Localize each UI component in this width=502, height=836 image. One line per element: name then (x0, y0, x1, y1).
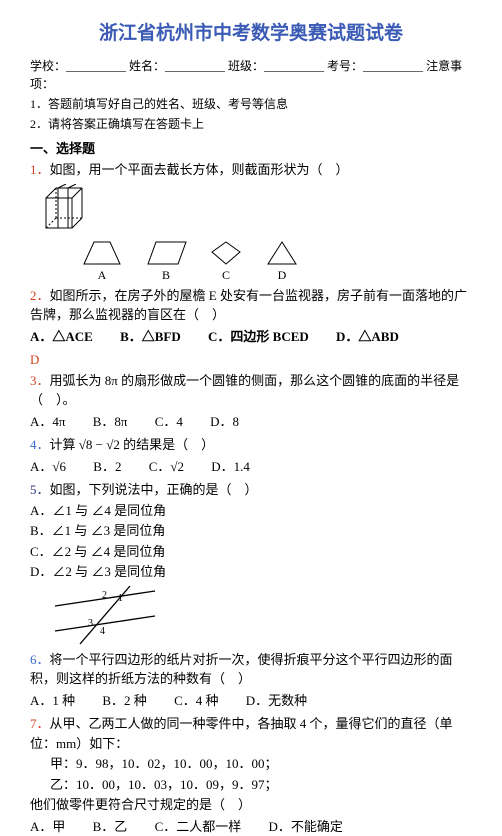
info-row: 学校：__________ 姓名：__________ 班级：_________… (30, 57, 472, 93)
q4-text: 计算 √8 − √2 的结果是（ ） (50, 437, 215, 452)
q5-text: 如图，下列说法中，正确的是（ ） (50, 482, 258, 497)
svg-text:3: 3 (88, 618, 93, 629)
q5-d: D．∠2 与 ∠3 是同位角 (30, 562, 472, 582)
q3: 3．用弧长为 8π 的扇形做成一个圆锥的侧面，那么这个圆锥的底面的半径是（ ）。 (30, 371, 472, 410)
q3-opts: A．4π B．8π C．4 D．8 (30, 412, 472, 432)
q6: 6．将一个平行四边形的纸片对折一次，使得折痕平分这个平行四边形的面积，则这样的折… (30, 650, 472, 689)
q5-num: 5． (30, 482, 50, 497)
q4-d: D．1.4 (211, 457, 250, 477)
q3-d: D．8 (210, 412, 239, 432)
q2-b: B．△BFD (120, 327, 181, 347)
q1-shapes: A B C D (80, 238, 472, 284)
q6-text: 将一个平行四边形的纸片对折一次，使得折痕平分这个平行四边形的面积，则这样的折纸方… (30, 652, 453, 687)
q7-text: 从甲、乙两工人做的同一种零件中，各抽取 4 个，量得它们的直径（单位：mm）如下… (30, 716, 453, 751)
q6-opts: A．1 种 B．2 种 C．4 种 D．无数种 (30, 691, 472, 711)
svg-text:2: 2 (102, 590, 107, 601)
q5-a: A．∠1 与 ∠4 是同位角 (30, 501, 472, 521)
q6-num: 6． (30, 652, 50, 667)
q5-b: B．∠1 与 ∠3 是同位角 (30, 521, 472, 541)
q7-ask: 他们做零件更符合尺寸规定的是（ ） (30, 795, 472, 815)
q3-c: C．4 (155, 412, 183, 432)
q4-c: C．√2 (149, 457, 184, 477)
svg-text:4: 4 (100, 626, 105, 637)
q7-yi: 乙：10．00，10．03，10．09，9．97； (50, 775, 472, 795)
id-label: 考号：__________ (327, 59, 423, 73)
q7: 7．从甲、乙两工人做的同一种零件中，各抽取 4 个，量得它们的直径（单位：mm）… (30, 714, 472, 753)
class-label: 班级：__________ (228, 59, 324, 73)
q6-b: B．2 种 (102, 691, 146, 711)
q4: 4．计算 √8 − √2 的结果是（ ） (30, 435, 472, 455)
shape-c: C (208, 238, 244, 284)
prism-figure (38, 184, 98, 234)
section-1: 一、选择题 (30, 139, 472, 159)
q2: 2．如图所示，在房子外的屋檐 E 处安有一台监视器，房子前有一面落地的广告牌，那… (30, 286, 472, 325)
q4-a: A．√6 (30, 457, 66, 477)
q4-num: 4． (30, 437, 50, 452)
q4-b: B．2 (93, 457, 121, 477)
q3-text: 用弧长为 8π 的扇形做成一个圆锥的侧面，那么这个圆锥的底面的半径是（ ）。 (30, 373, 459, 408)
q7-jia: 甲：9．98，10．02，10．00，10．00； (50, 754, 472, 774)
q1: 1．如图，用一个平面去截长方体，则截面形状为（ ） (30, 160, 472, 180)
q6-c: C．4 种 (174, 691, 218, 711)
school-label: 学校：__________ (30, 59, 126, 73)
q5: 5．如图，下列说法中，正确的是（ ） (30, 480, 472, 500)
q7-b: B．乙 (93, 817, 128, 836)
q7-opts: A．甲 B．乙 C．二人都一样 D．不能确定 (30, 817, 472, 836)
q7-c: C．二人都一样 (155, 817, 242, 836)
q3-a: A．4π (30, 412, 65, 432)
q5-c: C．∠2 与 ∠4 是同位角 (30, 542, 472, 562)
shape-d: D (264, 238, 300, 284)
q2-text: 如图所示，在房子外的屋檐 E 处安有一台监视器，房子前有一面落地的广告牌，那么监… (30, 288, 467, 323)
q7-num: 7． (30, 716, 50, 731)
angle-figure: 2 1 3 4 (50, 586, 160, 646)
q2-a: A．△ACE (30, 327, 93, 347)
q7-a: A．甲 (30, 817, 65, 836)
q2-c: C．四边形 BCED (208, 327, 309, 347)
q3-b: B．8π (93, 412, 128, 432)
exam-title: 浙江省杭州市中考数学奥赛试题试卷 (30, 20, 472, 49)
q2-d: D．△ABD (336, 327, 399, 347)
q4-opts: A．√6 B．2 C．√2 D．1.4 (30, 457, 472, 477)
name-label: 姓名：__________ (129, 59, 225, 73)
shape-a: A (80, 238, 124, 284)
shape-b: B (144, 238, 188, 284)
q6-d: D．无数种 (246, 691, 307, 711)
q1-num: 1． (30, 162, 50, 177)
q2-extra: D (30, 350, 472, 370)
q7-d: D．不能确定 (268, 817, 342, 836)
svg-text:1: 1 (118, 593, 123, 604)
rule-2: 2．请将答案正确填写在答题卡上 (30, 115, 472, 133)
q2-num: 2． (30, 288, 50, 303)
q2-opts: A．△ACE B．△BFD C．四边形 BCED D．△ABD (30, 327, 472, 347)
rule-1: 1．答题前填写好自己的姓名、班级、考号等信息 (30, 95, 472, 113)
q3-num: 3． (30, 373, 50, 388)
q6-a: A．1 种 (30, 691, 75, 711)
q1-text: 如图，用一个平面去截长方体，则截面形状为（ ） (50, 162, 349, 177)
